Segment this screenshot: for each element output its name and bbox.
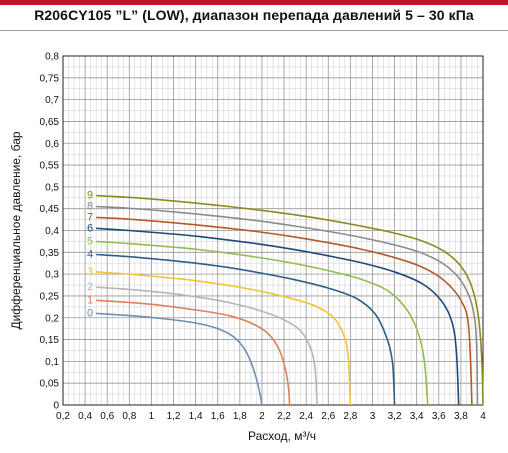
series-label-9: 9 (87, 190, 93, 202)
header-divider (0, 30, 508, 31)
plot-frame (62, 55, 484, 406)
x-tick-labels: 0,2 0,4 0,6 0,8 1 1,2 1,4 1,6 1,8 2 2,2 2,4 2,6 2,8 3 3… (56, 411, 486, 422)
series-label-7: 7 (87, 211, 93, 223)
x-tick-label: 2,2 (277, 411, 291, 422)
series-label-4: 4 (87, 248, 93, 260)
x-tick-label: 2 (259, 411, 265, 422)
x-tick-label: 3 (370, 411, 376, 422)
series-line-6 (96, 227, 460, 406)
series-line-5 (96, 240, 429, 406)
series-label-1: 1 (87, 294, 93, 306)
y-tick-label: 0,2 (45, 313, 59, 324)
series-line-9 (96, 194, 484, 406)
y-tick-label: 0,6 (45, 139, 59, 150)
y-tick-label: 0,35 (40, 248, 60, 259)
y-tick-label: 0,5 (45, 182, 59, 193)
y-tick-label: 0,15 (40, 335, 60, 346)
y-tick-label: 0,05 (40, 379, 60, 390)
x-tick-label: 2,6 (321, 411, 335, 422)
x-tick-label: 0,8 (122, 411, 136, 422)
x-tick-label: 3,8 (454, 411, 468, 422)
x-tick-label: 0,4 (78, 411, 92, 422)
x-tick-label: 2,8 (343, 411, 357, 422)
x-tick-label: 1 (149, 411, 155, 422)
x-tick-label: 3,2 (388, 411, 402, 422)
y-tick-label: 0,65 (40, 117, 60, 128)
series-line-8 (96, 205, 479, 406)
series-label-2: 2 (87, 281, 93, 293)
x-tick-label: 0,6 (100, 411, 114, 422)
x-tick-label: 3,6 (432, 411, 446, 422)
y-tick-label: 0,3 (45, 270, 59, 281)
x-tick-label: 1,8 (233, 411, 247, 422)
y-axis-label: Дифференциальное давление, бар (9, 131, 23, 329)
series-line-4 (96, 253, 396, 406)
series-label-5: 5 (87, 235, 93, 247)
series-label-3: 3 (87, 266, 93, 278)
y-tick-label: 0,25 (40, 291, 60, 302)
x-tick-label: 2,4 (299, 411, 313, 422)
series-line-1 (96, 299, 291, 406)
series-line-7 (96, 216, 473, 406)
series-line-0 (96, 312, 263, 406)
y-tick-label: 0 (53, 401, 59, 412)
x-tick-label: 3,4 (410, 411, 424, 422)
chart-title: R206CY105 ”L” (LOW), диапазон перепада д… (34, 7, 474, 23)
x-axis-label: Расход, м³/ч (248, 429, 316, 443)
x-tick-label: 4 (480, 411, 486, 422)
series-label-0: 0 (87, 307, 93, 319)
series-line-3 (96, 271, 352, 406)
x-tick-label: 0,2 (56, 411, 70, 422)
series-label-8: 8 (87, 201, 93, 213)
series-line-2 (96, 286, 319, 406)
series-label-6: 6 (87, 222, 93, 234)
y-tick-labels: 0 0,05 0,1 0,15 0,2 0,25 0,3 0,35 0,4 0,45 0,5 0,55… (40, 52, 60, 412)
header-accent-bar (0, 0, 508, 5)
x-tick-label: 1,6 (211, 411, 225, 422)
y-tick-label: 0,75 (40, 73, 60, 84)
y-tick-label: 0,1 (45, 357, 59, 368)
y-tick-label: 0,4 (45, 226, 59, 237)
y-tick-label: 0,8 (45, 52, 59, 63)
y-tick-label: 0,55 (40, 161, 60, 172)
y-tick-label: 0,45 (40, 204, 60, 215)
x-tick-label: 1,2 (167, 411, 181, 422)
y-tick-label: 0,7 (45, 95, 59, 106)
x-tick-label: 1,4 (189, 411, 203, 422)
